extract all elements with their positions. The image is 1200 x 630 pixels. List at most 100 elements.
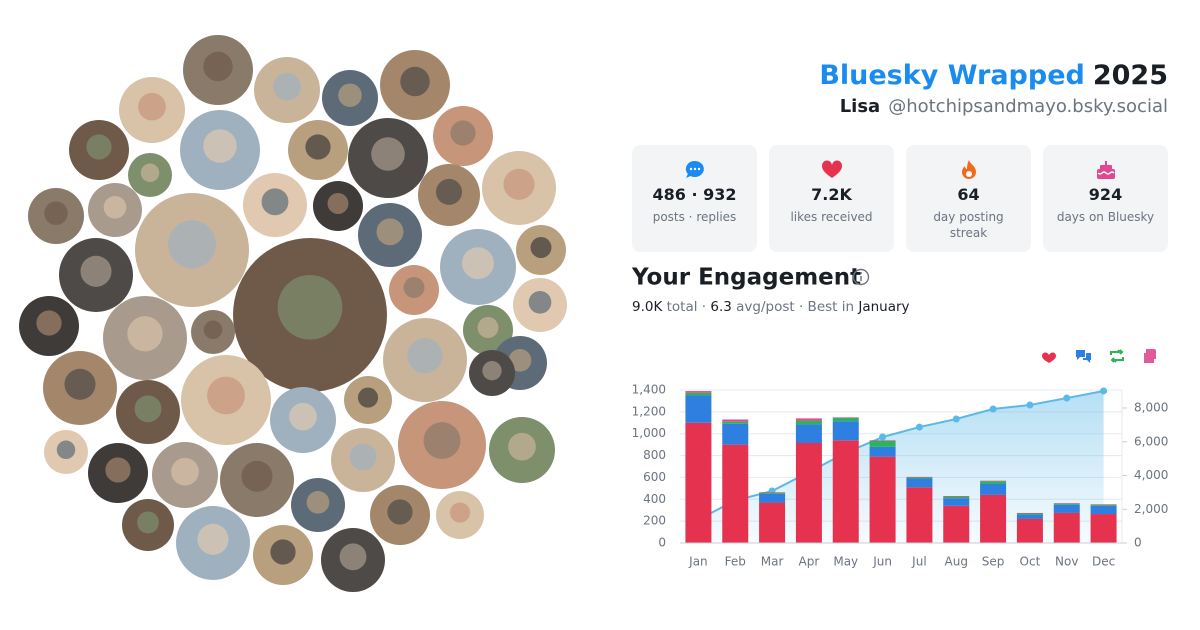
avatar-face	[140, 163, 160, 183]
avatar-face	[371, 137, 405, 171]
bar-segment	[943, 496, 970, 499]
x-tick-label: Jul	[911, 555, 926, 569]
stat-value: 7.2K	[811, 185, 852, 204]
icon	[962, 160, 976, 179]
summary: 9.0K total · 6.3 avg/post · Best in Janu…	[632, 299, 910, 315]
legend-icon	[1076, 350, 1091, 363]
avatar-face	[376, 218, 404, 246]
y2-tick-label: 0	[1134, 536, 1142, 550]
bar-segment	[722, 421, 749, 424]
avatar-face	[241, 460, 273, 492]
avatar-face	[530, 237, 552, 258]
avatar-face	[407, 338, 443, 374]
bar-segment	[869, 440, 896, 447]
chart: 0 200 400 600 800 1,000 1,200 1,400 0 2,000 4,000 6…	[632, 383, 1169, 569]
avatar-face	[528, 290, 552, 314]
bar-segment	[722, 423, 749, 445]
bar-segment	[832, 440, 859, 543]
y-tick-label: 0	[658, 536, 666, 550]
avatar-face	[305, 134, 331, 160]
avatar-face	[400, 66, 430, 97]
y-tick-label: 200	[643, 514, 666, 528]
icon	[1097, 161, 1115, 179]
avatar-face	[36, 310, 62, 336]
bar-segment	[795, 424, 822, 444]
bar-segment	[1016, 518, 1043, 543]
bar-segment	[943, 496, 970, 497]
bar-segment	[869, 440, 896, 441]
avatar-face	[86, 134, 112, 160]
avatar-face	[203, 320, 223, 340]
cumulative-point	[1063, 394, 1071, 402]
avatar-face	[197, 523, 229, 555]
cumulative-point	[915, 423, 923, 431]
avatar-face	[277, 274, 343, 340]
stat-card: 7.2K likes received	[769, 145, 894, 252]
icon	[685, 160, 704, 178]
avatar-face	[449, 502, 471, 523]
bar-segment	[1016, 512, 1043, 514]
stat-card: 64 day posting streak	[906, 145, 1031, 252]
y-tick-label: 800	[643, 448, 666, 462]
stat-label: days on Bluesky	[1056, 210, 1155, 224]
bar-segment	[759, 492, 786, 493]
bar-segment	[795, 418, 822, 421]
avatar-face	[261, 188, 289, 216]
stat-label: day posting streak	[933, 210, 1004, 240]
bar-segment	[685, 395, 712, 423]
x-tick-label: May	[833, 555, 858, 569]
bar-segment	[980, 480, 1007, 482]
x-tick-label: Nov	[1055, 555, 1078, 569]
user-handle: @hotchipsandmayo.bsky.social	[888, 96, 1168, 117]
bar-segment	[980, 494, 1007, 543]
legend-icon	[1110, 349, 1124, 363]
avatar-face	[127, 316, 163, 352]
avatar-face	[450, 120, 476, 146]
avatar-face	[207, 376, 245, 415]
avatar-face	[508, 432, 536, 461]
bar-segment	[906, 478, 933, 488]
cumulative-point	[952, 415, 960, 423]
bar-segment	[722, 419, 749, 422]
stat-value: 924	[1088, 185, 1123, 204]
avatar-face	[203, 51, 233, 82]
avatar-face	[435, 178, 463, 205]
x-tick-label: Jun	[872, 555, 892, 569]
x-tick-label: Sep	[982, 555, 1005, 569]
avatar-face	[203, 129, 237, 163]
avatar-cluster	[19, 35, 567, 592]
bar-segment	[832, 417, 859, 422]
x-tick-label: Mar	[761, 555, 784, 569]
avatar-face	[462, 247, 494, 280]
avatar-face	[387, 499, 413, 525]
avatar-face	[56, 440, 76, 460]
summary-part: total ·	[662, 299, 710, 315]
bar-segment	[1016, 513, 1043, 515]
bar-segment	[869, 456, 896, 543]
bar-segment	[1053, 503, 1080, 505]
bar-segment	[906, 477, 933, 479]
legend-icon	[1144, 349, 1156, 363]
bar-segment	[685, 391, 712, 393]
avatar-face	[289, 402, 317, 431]
y2-tick-label: 8,000	[1134, 401, 1168, 415]
y-tick-label: 1,000	[632, 426, 666, 440]
bar-segment	[980, 483, 1007, 495]
summary-part: 6.3	[710, 299, 731, 315]
avatar-face	[508, 348, 532, 372]
title-brand: Bluesky Wrapped	[819, 60, 1085, 91]
bar-segment	[906, 487, 933, 543]
x-tick-label: Aug	[945, 555, 968, 569]
bar-segment	[1053, 504, 1080, 513]
x-tick-label: Dec	[1092, 555, 1115, 569]
user-name: Lisa	[840, 96, 881, 117]
bar-segment	[943, 498, 970, 506]
avatar-face	[482, 361, 502, 381]
title-year: 2025	[1093, 60, 1168, 91]
x-tick-label: Jan	[688, 555, 708, 569]
bar-segment	[1053, 503, 1080, 504]
bar-segment	[832, 417, 859, 418]
stat-card: 924 days on Bluesky	[1043, 145, 1168, 252]
bar-segment	[1090, 514, 1117, 543]
